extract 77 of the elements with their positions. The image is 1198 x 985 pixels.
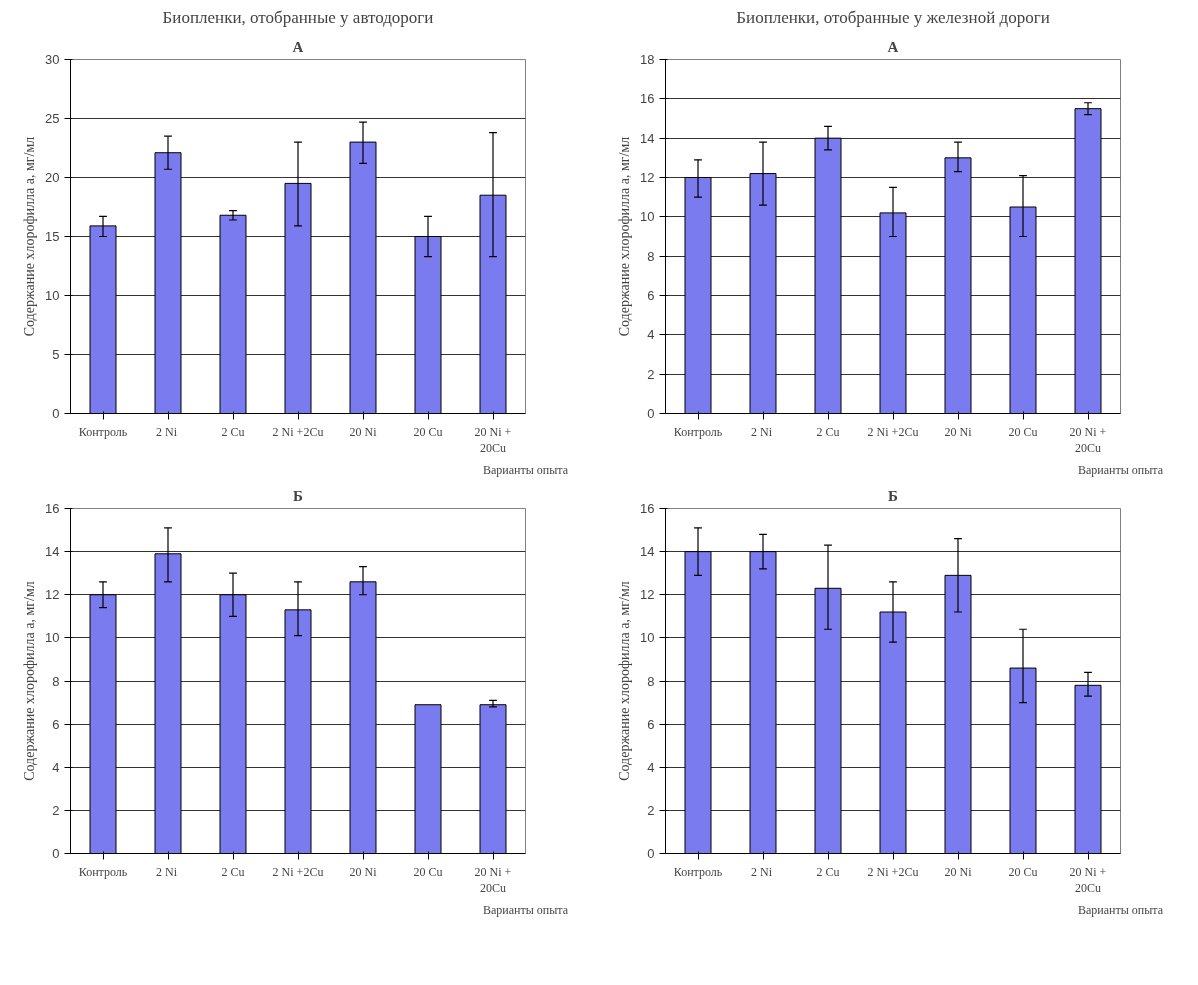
- y-tick-label: 12: [640, 587, 655, 603]
- x-tick-label: 20 Ni: [944, 424, 973, 439]
- x-tick-label: Контроль: [78, 864, 128, 879]
- y-tick-label: 14: [640, 130, 655, 146]
- y-tick-label: 15: [45, 229, 60, 244]
- y-tick-label: 10: [45, 288, 60, 303]
- y-tick-label: 0: [647, 406, 655, 421]
- y-tick-label: 4: [647, 759, 655, 775]
- x-tick-label: 20 Ni: [349, 864, 378, 879]
- y-tick-label: 2: [647, 366, 655, 382]
- y-tick-label: 10: [640, 209, 655, 225]
- y-tick-label: 16: [640, 91, 655, 107]
- x-tick-label: 2 Cu: [221, 424, 245, 439]
- x-tick-label: 2 Cu: [816, 864, 840, 879]
- x-tick-label: Контроль: [78, 424, 128, 439]
- y-tick-label: 2: [647, 802, 655, 818]
- y-axis-title: Содержание хлорофилла а, мг/мл: [22, 581, 38, 781]
- chart-subtitle: А: [292, 38, 304, 55]
- y-tick-label: 4: [647, 327, 655, 343]
- y-tick-label: 18: [640, 52, 655, 67]
- y-tick-label: 14: [45, 544, 60, 560]
- x-tick-label: 20 Ni + 20Cu: [474, 864, 512, 896]
- x-tick-label: 2 Ni +2Cu: [867, 864, 919, 879]
- x-tick-label: 2 Ni: [156, 864, 178, 879]
- x-axis-title: Варианты опыта: [483, 463, 569, 478]
- x-tick-label: 20 Ni + 20Cu: [1069, 424, 1107, 456]
- x-tick-label: 2 Ni: [751, 864, 773, 879]
- x-tick-label: 2 Cu: [221, 864, 245, 879]
- x-axis-title: Варианты опыта: [483, 903, 569, 918]
- x-tick-label: 20 Cu: [1008, 864, 1038, 879]
- x-tick-label: Контроль: [673, 864, 723, 879]
- y-tick-label: 14: [640, 544, 655, 560]
- y-tick-label: 8: [647, 248, 655, 264]
- y-tick-label: 6: [52, 716, 60, 732]
- x-axis-title: Варианты опыта: [1078, 463, 1164, 478]
- y-tick-label: 0: [647, 846, 655, 861]
- y-axis-title: Содержание хлорофилла а, мг/мл: [617, 581, 633, 781]
- y-tick-label: 2: [52, 802, 60, 818]
- chart-subtitle: Б: [293, 487, 304, 504]
- x-tick-label: 2 Ni +2Cu: [272, 424, 324, 439]
- y-tick-label: 8: [52, 673, 60, 689]
- x-tick-label: 20 Ni: [349, 424, 378, 439]
- y-tick-label: 0: [52, 846, 60, 861]
- y-tick-label: 12: [640, 170, 655, 185]
- x-tick-label: 2 Ni: [751, 424, 773, 439]
- y-tick-label: 6: [647, 288, 655, 303]
- x-tick-label: 20 Cu: [413, 424, 443, 439]
- y-tick-label: 4: [52, 759, 60, 775]
- y-tick-label: 12: [45, 587, 60, 603]
- y-tick-label: 10: [640, 630, 655, 646]
- y-axis-title: Содержание хлорофилла а, мг/мл: [617, 136, 633, 337]
- chart-title: Биопленки, отобранные у автодороги: [162, 7, 434, 27]
- chart-subtitle: Б: [888, 487, 899, 504]
- y-tick-label: 20: [45, 170, 60, 185]
- y-axis-title: Содержание хлорофилла а, мг/мл: [22, 136, 38, 337]
- y-tick-label: 0: [52, 406, 60, 421]
- y-tick-label: 16: [45, 501, 60, 516]
- y-tick-label: 8: [647, 673, 655, 689]
- y-tick-label: 5: [52, 347, 60, 362]
- x-tick-label: 2 Ni +2Cu: [867, 424, 919, 439]
- x-tick-label: 2 Cu: [816, 424, 840, 439]
- y-tick-label: 16: [640, 501, 655, 516]
- x-tick-label: Контроль: [673, 424, 723, 439]
- x-tick-label: 20 Ni + 20Cu: [474, 424, 512, 456]
- y-tick-label: 10: [45, 630, 60, 646]
- x-axis-title: Варианты опыта: [1078, 903, 1164, 918]
- y-tick-label: 30: [45, 52, 60, 67]
- x-tick-label: 20 Cu: [413, 864, 443, 879]
- x-tick-label: 20 Cu: [1008, 424, 1038, 439]
- chart-subtitle: А: [887, 38, 899, 55]
- x-tick-label: 2 Ni +2Cu: [272, 864, 324, 879]
- y-tick-label: 6: [647, 716, 655, 732]
- chart-title: Биопленки, отобранные у железной дороги: [736, 7, 1050, 27]
- x-tick-label: 20 Ni + 20Cu: [1069, 864, 1107, 896]
- x-tick-label: 20 Ni: [944, 864, 973, 879]
- x-tick-label: 2 Ni: [156, 424, 178, 439]
- y-tick-label: 25: [45, 111, 60, 126]
